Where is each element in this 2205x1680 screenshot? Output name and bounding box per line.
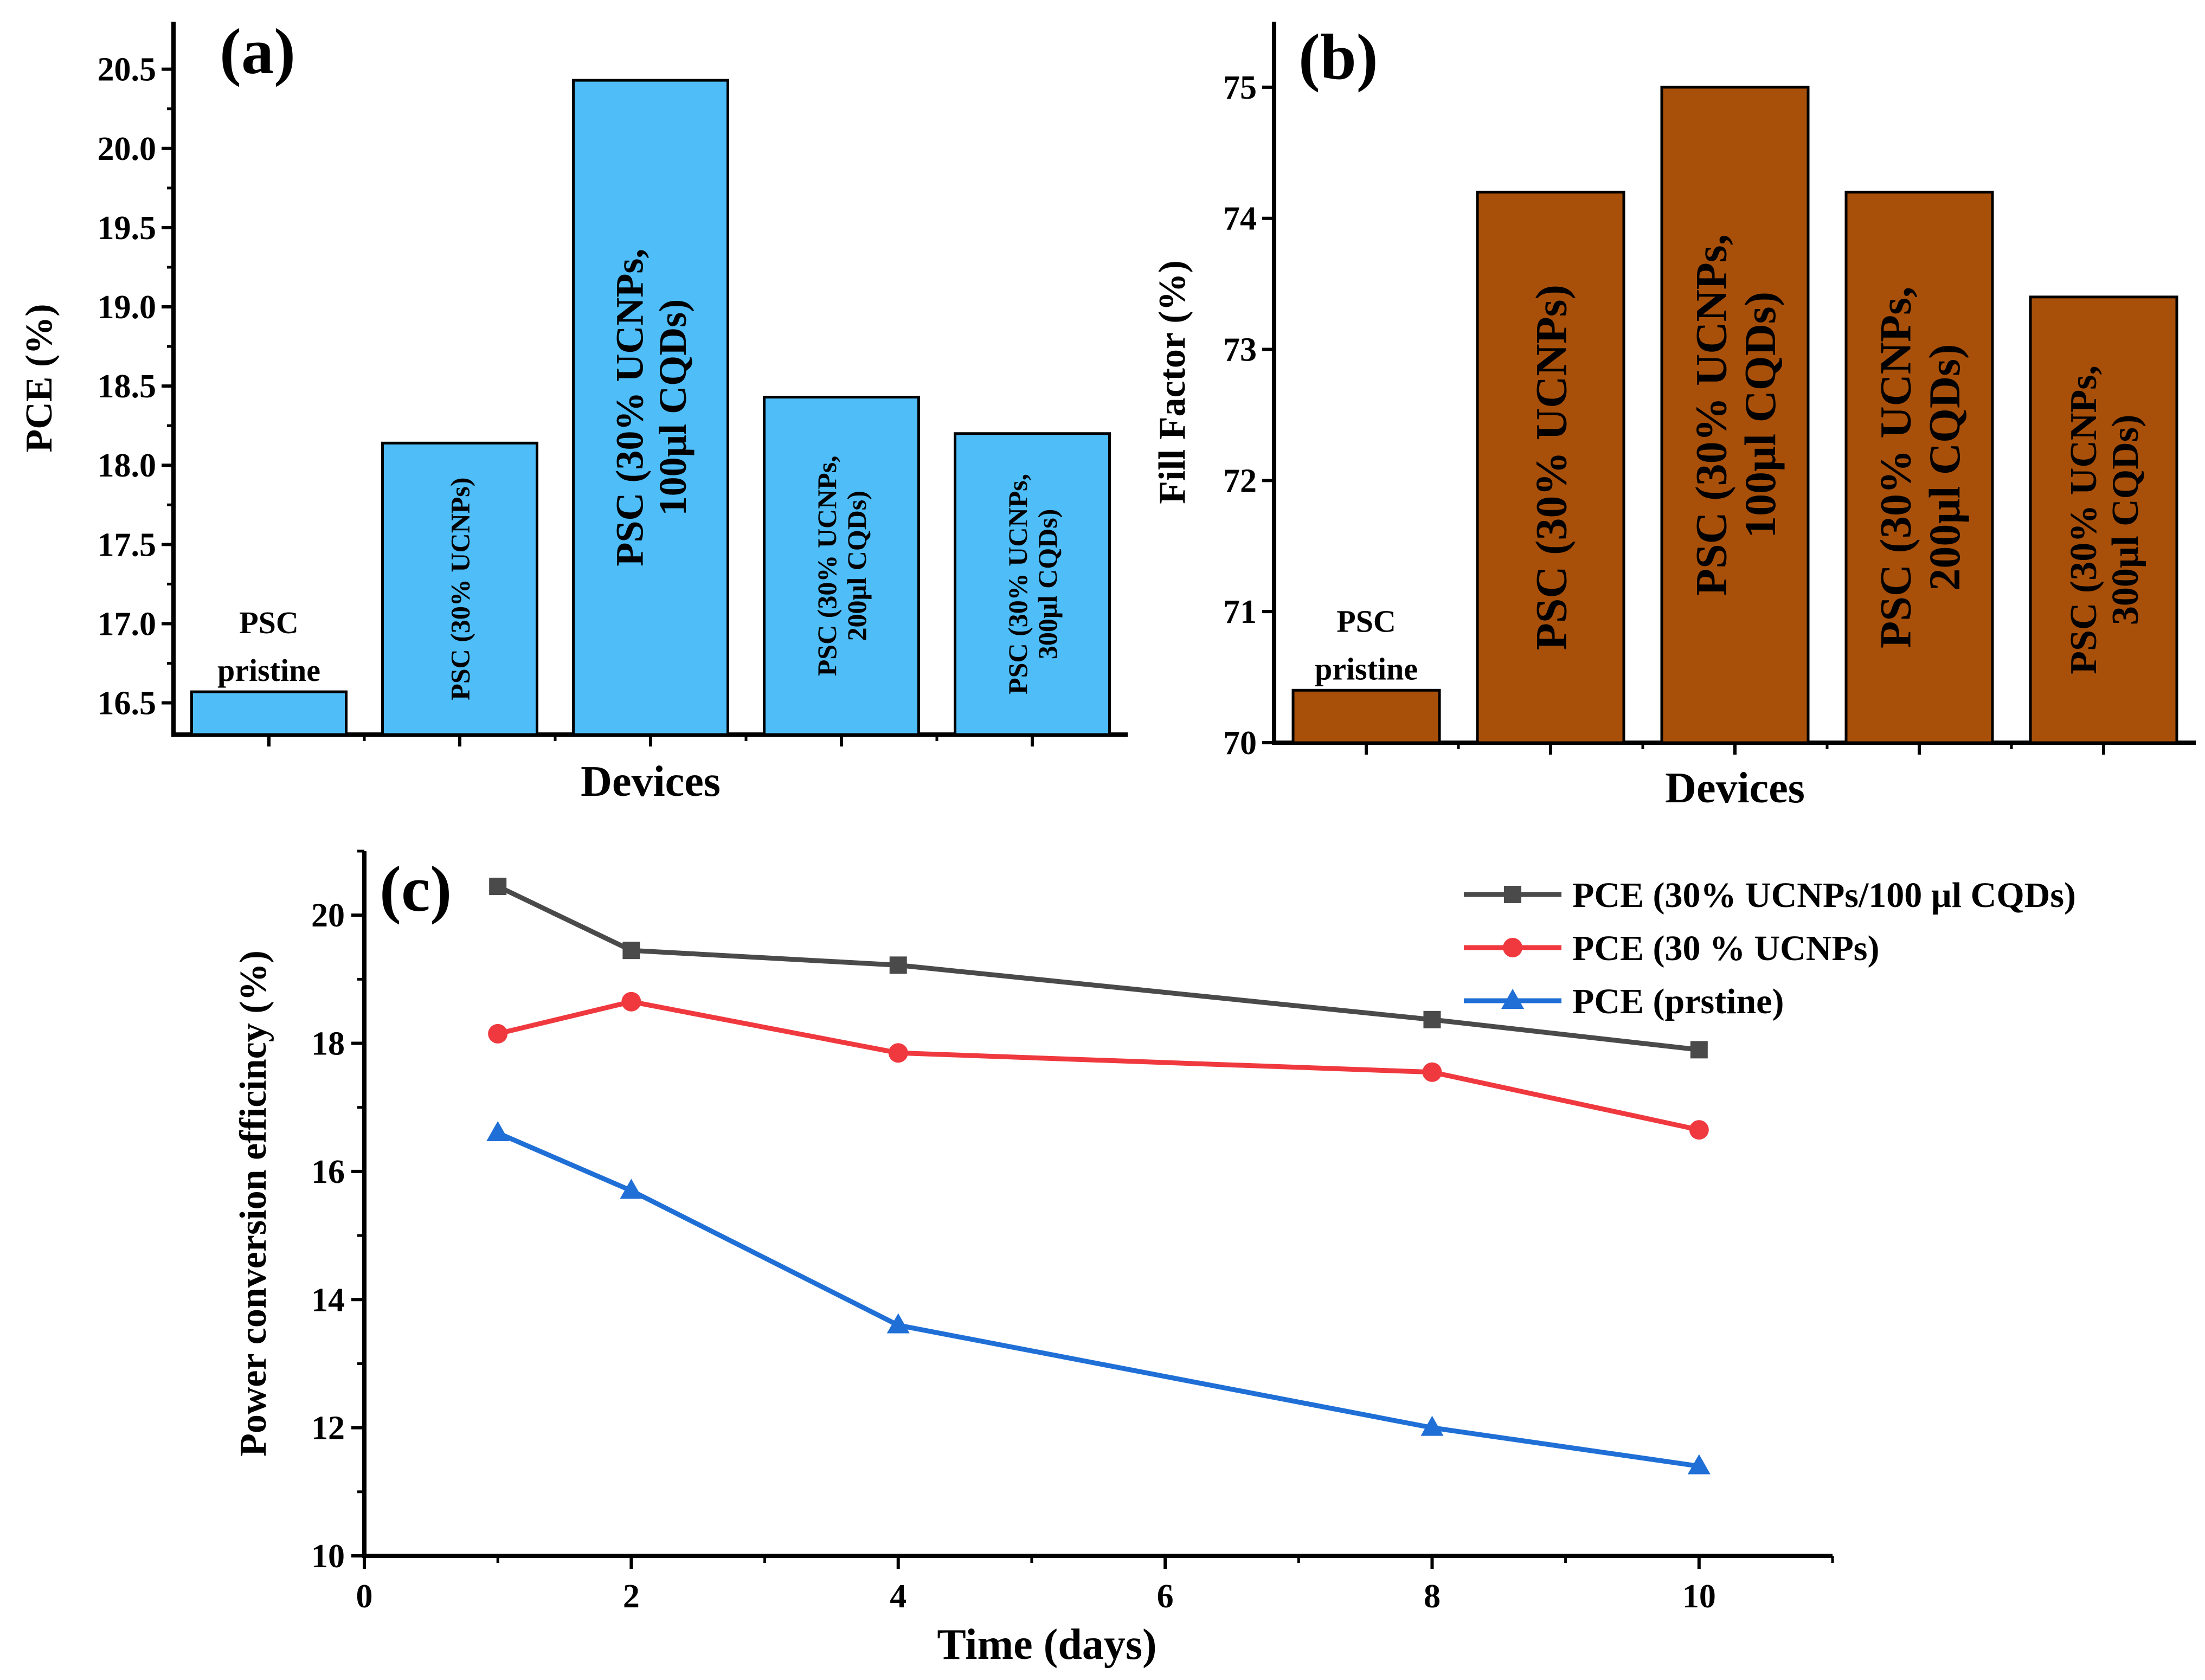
- bar-1: [190, 690, 348, 736]
- y-axis-title: Fill Factor (%): [1152, 260, 1193, 504]
- data-point: [1423, 1010, 1441, 1028]
- bar-4: [1844, 190, 1994, 744]
- legend-entry: PCE (30% UCNPs/100 µl CQDs): [1572, 876, 2076, 915]
- x-tick-label: 0: [356, 1578, 373, 1615]
- y-tick-label: 20.0: [98, 131, 157, 168]
- data-point: [1420, 1415, 1444, 1436]
- data-point: [888, 1043, 908, 1063]
- data-point: [486, 1121, 510, 1141]
- bar-label-3-line-1: PSC (30% UCNPs,: [608, 249, 652, 567]
- legend-swatch-marker: [1504, 886, 1521, 903]
- y-tick-label: 14: [311, 1282, 345, 1318]
- bar-label-4-line-2: 200µl CQDs): [1920, 344, 1969, 591]
- bar-label-2-line-1: PSC (30% UCNPs): [445, 478, 475, 700]
- bar-label-1-line-2: pristine: [217, 653, 320, 688]
- y-tick-label: 20: [311, 897, 345, 934]
- y-tick-label: 70: [1223, 725, 1257, 762]
- panel-label: (b): [1298, 21, 1378, 93]
- x-tick-label: 6: [1157, 1578, 1174, 1615]
- x-tick-label: 8: [1424, 1578, 1441, 1615]
- bar-label-4-line-1: PSC (30% UCNPs,: [812, 455, 842, 676]
- data-point: [1690, 1041, 1708, 1059]
- legend-swatch-marker: [1501, 989, 1524, 1009]
- series-3: [486, 1121, 1711, 1475]
- y-tick-label: 75: [1223, 69, 1257, 106]
- panel-c-pce-stability-line-chart: 0 2 4 6 8 10 10 12 14 16 18 20 PCE (30% UCNPs/100 µl…: [233, 849, 2076, 1669]
- y-tick-label: 19.5: [98, 210, 157, 247]
- panel-label: (a): [220, 15, 295, 87]
- y-axis-title: Power conversion efficincy (%): [233, 950, 274, 1457]
- x-axis-title: Devices: [581, 758, 721, 806]
- bar-2: [1476, 190, 1625, 744]
- series-1: [489, 878, 1708, 1059]
- y-tick-label: 18: [311, 1026, 345, 1063]
- data-point: [1689, 1120, 1709, 1140]
- y-tick-label: 72: [1223, 462, 1257, 499]
- bar-label-3-line-2: 100µl CQDs): [651, 299, 695, 516]
- panel-label: (c): [380, 853, 452, 925]
- bar-label-3-line-1: PSC (30% UCNPs,: [1687, 234, 1736, 596]
- y-tick-label: 18.5: [98, 368, 157, 405]
- y-tick-label: 17.0: [98, 606, 157, 642]
- y-tick-label: 18.0: [98, 447, 157, 484]
- bar-label-1-line-1: PSC: [239, 605, 299, 640]
- x-tick-label: 2: [623, 1578, 640, 1615]
- data-point: [886, 1313, 910, 1334]
- y-tick-label: 10: [311, 1538, 345, 1575]
- bar-label-5-line-1: PSC (30% UCNPs,: [1002, 474, 1033, 694]
- bar-5: [954, 432, 1111, 736]
- bar-label-4-line-2: 200µl CQDs): [841, 491, 872, 641]
- y-tick-label: 12: [311, 1410, 345, 1447]
- y-tick-label: 73: [1223, 332, 1257, 369]
- bar-label-5-line-2: 300µl CQDs): [2105, 415, 2146, 625]
- bar-1: [1291, 688, 1441, 744]
- y-tick-label: 16: [311, 1154, 345, 1190]
- series-2: [488, 992, 1709, 1140]
- bar-label-1-line-2: pristine: [1315, 651, 1418, 686]
- bar-label-2-line-1: PSC (30% UCNPs): [1527, 285, 1576, 650]
- panel-b-fill-factor-bar-chart: 70 71 72 73 74 75 PSC pristine PSC (30% UCNPs) PS…: [1152, 21, 2196, 812]
- bar-label-4-line-1: PSC (30% UCNPs,: [1871, 286, 1920, 648]
- data-point: [889, 956, 907, 974]
- bar-label-5-line-2: 300µl CQDs): [1032, 509, 1063, 659]
- legend-entry: PCE (prstine): [1572, 982, 1784, 1021]
- data-point: [1422, 1062, 1442, 1082]
- x-axis-title: Time (days): [937, 1621, 1156, 1669]
- bar-label-1-line-1: PSC: [1336, 603, 1396, 639]
- bar-label-3-line-2: 100µl CQDs): [1735, 292, 1785, 538]
- data-point: [622, 942, 640, 960]
- y-axis-title: PCE (%): [18, 304, 60, 452]
- panel-a-pce-bar-chart: 16.5 17.0 17.5 18.0 18.5 19.0 19.5 20.0 20.5 PSC p…: [18, 15, 1128, 806]
- data-point: [489, 878, 507, 895]
- y-tick-label: 71: [1223, 594, 1257, 630]
- data-point: [488, 1024, 508, 1044]
- y-tick-label: 74: [1223, 201, 1257, 237]
- y-tick-label: 17.5: [98, 526, 157, 563]
- y-tick-label: 20.5: [98, 52, 157, 88]
- x-tick-label: 4: [890, 1578, 907, 1615]
- y-tick-label: 19.0: [98, 289, 157, 326]
- series-line: [497, 999, 1700, 1132]
- bar-5: [2029, 295, 2178, 744]
- data-point: [1687, 1454, 1711, 1475]
- bar-3: [572, 79, 729, 736]
- x-axis-title: Devices: [1665, 764, 1805, 812]
- data-point: [620, 1179, 643, 1199]
- legend-entry: PCE (30 % UCNPs): [1572, 929, 1879, 968]
- bar-2: [381, 441, 538, 736]
- x-tick-label: 10: [1682, 1578, 1716, 1615]
- data-point: [621, 992, 641, 1012]
- legend-swatch-marker: [1503, 938, 1522, 957]
- series-line: [497, 884, 1700, 1052]
- series-line: [497, 1130, 1700, 1469]
- y-tick-label: 16.5: [98, 685, 157, 722]
- bar-label-5-line-1: PSC (30% UCNPs,: [2063, 365, 2105, 674]
- bar-3: [1660, 86, 1810, 744]
